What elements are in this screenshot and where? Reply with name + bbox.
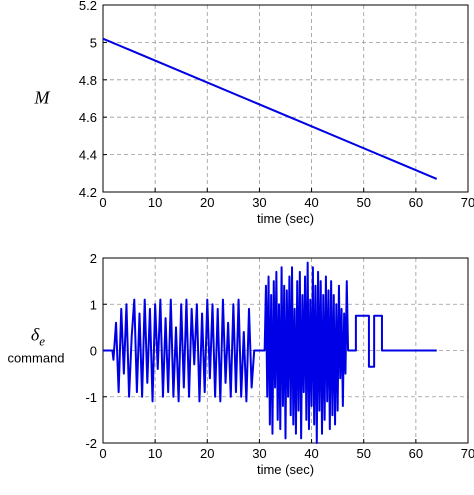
y-tick-label: -2 — [85, 436, 97, 451]
x-tick-label: 60 — [409, 195, 423, 210]
x-axis-label: time (sec) — [257, 462, 314, 477]
y-tick-label: 5 — [90, 35, 97, 50]
y-tick-label: 4.4 — [79, 148, 97, 163]
y-tick-label: 1 — [90, 297, 97, 312]
x-tick-label: 10 — [148, 446, 162, 461]
x-tick-label: 70 — [461, 446, 474, 461]
x-tick-label: 20 — [200, 446, 214, 461]
x-axis-label: time (sec) — [257, 211, 314, 226]
x-tick-label: 20 — [200, 195, 214, 210]
x-tick-label: 50 — [356, 446, 370, 461]
y-tick-label: 0 — [90, 344, 97, 359]
y-axis-label: M — [34, 88, 51, 108]
y-tick-label: 4.8 — [79, 73, 97, 88]
x-tick-label: 40 — [304, 446, 318, 461]
x-tick-label: 30 — [252, 446, 266, 461]
y-axis-label: δe — [31, 325, 45, 349]
y-axis-symbol: δ — [31, 325, 40, 345]
y-tick-label: -1 — [85, 390, 97, 405]
x-tick-label: 40 — [304, 195, 318, 210]
data-line — [102, 37, 438, 180]
y-axis-subscript: e — [39, 334, 45, 349]
y-tick-label: 5.2 — [79, 0, 97, 13]
x-tick-label: 0 — [99, 446, 106, 461]
data-line — [103, 261, 437, 444]
plot-area — [103, 5, 468, 192]
y-tick-label: 2 — [90, 251, 97, 266]
x-tick-label: 70 — [461, 195, 474, 210]
y-axis-label-text: command — [7, 351, 64, 366]
x-tick-label: 50 — [356, 195, 370, 210]
axes-frame — [102, 4, 469, 193]
x-tick-label: 10 — [148, 195, 162, 210]
y-tick-label: 4.6 — [79, 110, 97, 125]
x-tick-label: 0 — [99, 195, 106, 210]
y-tick-label: 4.2 — [79, 185, 97, 200]
x-tick-label: 30 — [252, 195, 266, 210]
x-tick-label: 60 — [409, 446, 423, 461]
